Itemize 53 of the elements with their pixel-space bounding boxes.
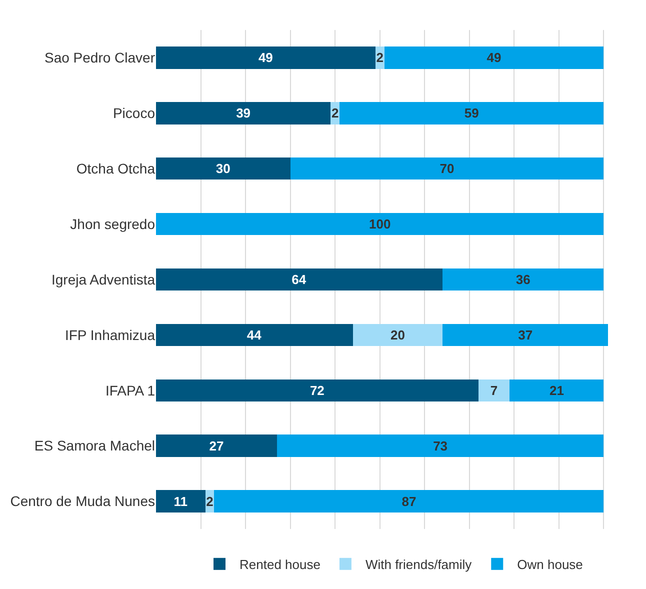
data-label: 87 xyxy=(402,494,416,509)
y-tick-label: IFP Inhamizua xyxy=(64,326,156,343)
data-label: 59 xyxy=(464,106,479,121)
y-tick-label: IFAPA 1 xyxy=(105,382,156,398)
legend-label: With friends/family xyxy=(365,556,472,572)
data-label: 72 xyxy=(310,382,324,398)
bar xyxy=(478,379,510,402)
data-label: 11 xyxy=(174,494,188,509)
data-label: 70 xyxy=(440,161,454,176)
data-label: 37 xyxy=(518,327,533,342)
bar xyxy=(214,490,604,512)
bar xyxy=(156,379,478,402)
y-tick-label: Picoco xyxy=(112,105,156,122)
bar xyxy=(156,158,290,180)
data-label: 2 xyxy=(376,50,384,66)
data-label: 21 xyxy=(549,382,564,398)
data-label: 73 xyxy=(433,438,448,454)
bar xyxy=(156,212,604,236)
y-tick-label: Igreja Adventista xyxy=(51,271,156,288)
data-label: 44 xyxy=(246,327,262,342)
y-tick-label: Sao Pedro Claver xyxy=(44,50,156,66)
data-label: 36 xyxy=(516,272,530,287)
legend-label: Own house xyxy=(517,556,583,572)
y-tick-label: Jhon segredo xyxy=(70,216,156,232)
bar xyxy=(442,324,608,346)
data-label: 2 xyxy=(206,494,214,509)
data-label: 39 xyxy=(236,106,251,121)
y-tick-label: ES Samora Machel xyxy=(34,438,155,454)
data-label: 49 xyxy=(258,50,273,66)
bar xyxy=(156,268,443,291)
data-label: 64 xyxy=(292,272,307,287)
data-label: 20 xyxy=(390,327,406,342)
bar xyxy=(156,324,353,346)
bar xyxy=(156,434,277,457)
data-label: 27 xyxy=(209,438,224,454)
bar xyxy=(384,46,604,69)
data-label: 7 xyxy=(490,382,498,398)
y-tick-label: Otcha Otcha xyxy=(76,160,156,177)
bar xyxy=(510,379,604,402)
bar xyxy=(290,158,604,180)
y-tick-label: Centro de Muda Nunes xyxy=(10,493,155,510)
bar xyxy=(276,434,604,457)
bar xyxy=(156,102,331,124)
data-label: 30 xyxy=(216,161,230,176)
bar xyxy=(340,102,604,124)
data-label: 100 xyxy=(369,216,391,232)
bar xyxy=(156,490,206,512)
legend-label: Rented house xyxy=(240,556,320,572)
bar xyxy=(442,268,604,291)
bar xyxy=(156,46,376,69)
data-label: 2 xyxy=(331,106,339,121)
data-label: 49 xyxy=(486,50,502,66)
bar xyxy=(353,324,443,346)
